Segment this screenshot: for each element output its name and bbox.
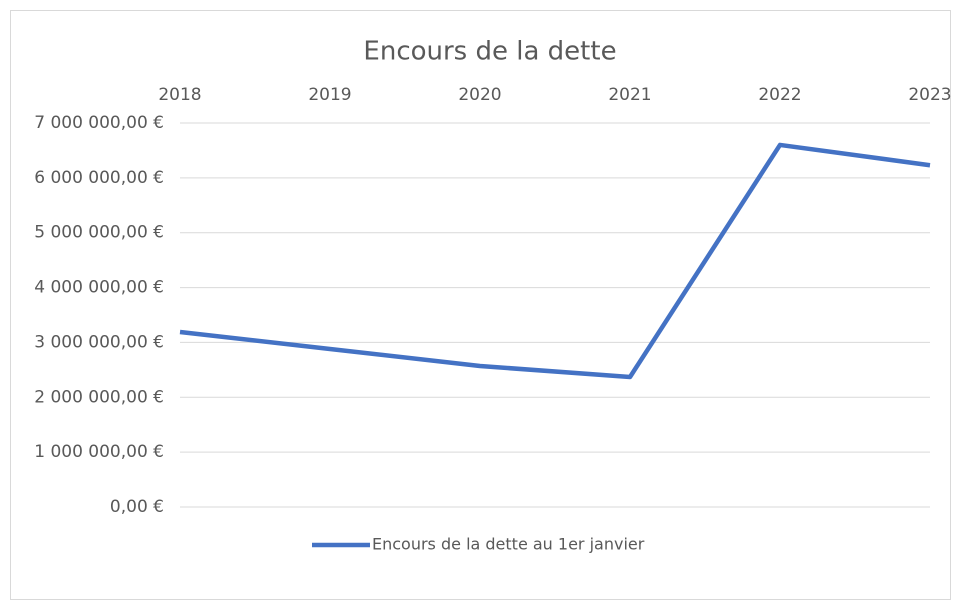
- y-tick-label: 2 000 000,00 €: [34, 387, 164, 407]
- y-tick-label: 0,00 €: [110, 497, 164, 517]
- y-tick-label: 5 000 000,00 €: [34, 223, 164, 243]
- y-tick-label: 4 000 000,00 €: [34, 278, 164, 298]
- x-tick-label: 2022: [758, 85, 801, 105]
- y-tick-label: 7 000 000,00 €: [34, 113, 164, 133]
- chart-border: [10, 10, 951, 600]
- x-tick-label: 2021: [608, 85, 651, 105]
- legend-label: Encours de la dette au 1er janvier: [372, 535, 645, 554]
- y-tick-label: 6 000 000,00 €: [34, 168, 164, 188]
- chart-title: Encours de la dette: [363, 37, 616, 67]
- x-tick-label: 2018: [158, 85, 201, 105]
- x-tick-label: 2019: [308, 85, 351, 105]
- line-series: [179, 142, 931, 380]
- x-tick-label: 2020: [458, 85, 501, 105]
- x-tick-label: 2023: [908, 85, 951, 105]
- y-tick-label: 3 000 000,00 €: [34, 332, 164, 352]
- y-tick-label: 1 000 000,00 €: [34, 442, 164, 462]
